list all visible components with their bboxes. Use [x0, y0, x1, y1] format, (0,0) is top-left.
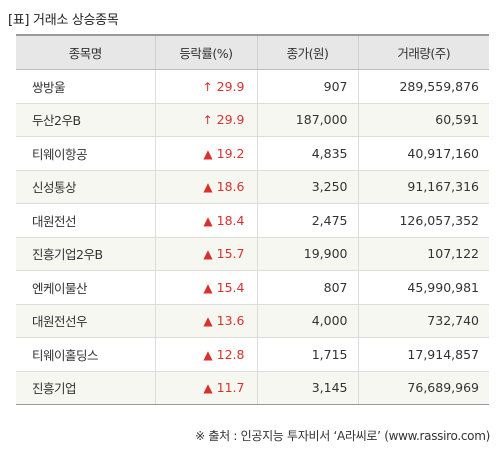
source-note: ※ 출처 : 인공지능 투자비서 ‘A라씨로’ (www.rassiro.com… — [195, 429, 490, 443]
closing-price: 4,000 — [257, 304, 359, 338]
change-rate-cell: ▲ 15.7 — [155, 237, 258, 271]
stock-name: 신성통상 — [16, 170, 156, 204]
table-row: 신성통상 ▲ 18.6 3,250 91,167,316 — [16, 170, 489, 204]
closing-price: 3,250 — [257, 170, 359, 204]
closing-price: 187,000 — [257, 103, 359, 137]
up-triangle-icon: ▲ — [203, 247, 213, 262]
trading-volume: 732,740 — [358, 304, 489, 338]
change-rate: 29.9 — [216, 112, 245, 128]
closing-price: 19,900 — [257, 237, 359, 271]
change-rate-cell: ▲ 13.6 — [155, 304, 258, 338]
up-triangle-icon: ▲ — [203, 314, 213, 329]
change-rate: 12.8 — [216, 346, 245, 362]
change-rate-cell: ▲ 12.8 — [155, 337, 258, 372]
up-triangle-icon: ▲ — [203, 180, 213, 195]
stock-name: 두산2우B — [16, 103, 156, 137]
stock-name: 진흥기업 — [16, 371, 156, 405]
table-row: 대원전선우 ▲ 13.6 4,000 732,740 — [16, 304, 489, 338]
change-rate: 11.7 — [216, 380, 245, 396]
column-header-rate: 등락률(%) — [155, 34, 258, 70]
change-rate-cell: ▲ 15.4 — [155, 270, 258, 305]
change-rate: 29.9 — [216, 78, 245, 94]
change-rate-cell: ↑ 29.9 — [155, 103, 258, 137]
trading-volume: 289,559,876 — [358, 69, 489, 104]
trading-volume: 17,914,857 — [358, 337, 489, 372]
change-rate-cell: ▲ 18.4 — [155, 203, 258, 238]
change-rate: 18.6 — [216, 179, 245, 195]
change-rate-cell: ▲ 18.6 — [155, 170, 258, 204]
trading-volume: 45,990,981 — [358, 270, 489, 305]
closing-price: 1,715 — [257, 337, 359, 372]
trading-volume: 91,167,316 — [358, 170, 489, 204]
stock-name: 쌍방울 — [16, 69, 156, 104]
trading-volume: 40,917,160 — [358, 136, 489, 171]
table-row: 엔케이물산 ▲ 15.4 807 45,990,981 — [16, 270, 489, 305]
table-row: 쌍방울 ↑ 29.9 907 289,559,876 — [16, 69, 489, 104]
change-rate-cell: ▲ 11.7 — [155, 371, 258, 405]
change-rate: 13.6 — [216, 313, 245, 329]
column-header-price: 종가(원) — [257, 34, 359, 70]
table-row: 두산2우B ↑ 29.9 187,000 60,591 — [16, 103, 489, 137]
table-header-row: 종목명 등락률(%) 종가(원) 거래량(주) — [16, 34, 489, 70]
closing-price: 3,145 — [257, 371, 359, 405]
column-header-name: 종목명 — [16, 34, 156, 70]
up-triangle-icon: ▲ — [203, 381, 213, 396]
column-header-volume: 거래량(주) — [358, 34, 489, 70]
upper-limit-arrow-icon: ↑ — [202, 79, 213, 94]
stock-name: 진흥기업2우B — [16, 237, 156, 271]
closing-price: 4,835 — [257, 136, 359, 171]
stock-name: 대원전선 — [16, 203, 156, 238]
up-triangle-icon: ▲ — [203, 213, 213, 228]
table-row: 대원전선 ▲ 18.4 2,475 126,057,352 — [16, 203, 489, 238]
page-title: [표] 거래소 상승종목 — [8, 13, 119, 28]
closing-price: 807 — [257, 270, 359, 305]
closing-price: 907 — [257, 69, 359, 104]
change-rate-cell: ↑ 29.9 — [155, 69, 258, 104]
table-row: 티웨이항공 ▲ 19.2 4,835 40,917,160 — [16, 136, 489, 171]
change-rate: 15.7 — [216, 246, 245, 262]
upper-limit-arrow-icon: ↑ — [202, 113, 213, 128]
change-rate: 15.4 — [216, 279, 245, 295]
trading-volume: 76,689,969 — [358, 371, 489, 405]
stock-name: 대원전선우 — [16, 304, 156, 338]
stock-name: 티웨이홀딩스 — [16, 337, 156, 372]
table-row: 진흥기업 ▲ 11.7 3,145 76,689,969 — [16, 371, 489, 405]
stock-table: 종목명 등락률(%) 종가(원) 거래량(주) 쌍방울 ↑ 29.9 907 289,5… — [16, 34, 489, 405]
stock-name: 티웨이항공 — [16, 136, 156, 171]
change-rate-cell: ▲ 19.2 — [155, 136, 258, 171]
trading-volume: 107,122 — [358, 237, 489, 271]
change-rate: 18.4 — [216, 212, 245, 228]
change-rate: 19.2 — [216, 145, 245, 161]
closing-price: 2,475 — [257, 203, 359, 238]
stock-name: 엔케이물산 — [16, 270, 156, 305]
up-triangle-icon: ▲ — [203, 146, 213, 161]
trading-volume: 60,591 — [358, 103, 489, 137]
up-triangle-icon: ▲ — [203, 347, 213, 362]
table-row: 진흥기업2우B ▲ 15.7 19,900 107,122 — [16, 237, 489, 271]
table-row: 티웨이홀딩스 ▲ 12.8 1,715 17,914,857 — [16, 337, 489, 372]
up-triangle-icon: ▲ — [203, 280, 213, 295]
trading-volume: 126,057,352 — [358, 203, 489, 238]
